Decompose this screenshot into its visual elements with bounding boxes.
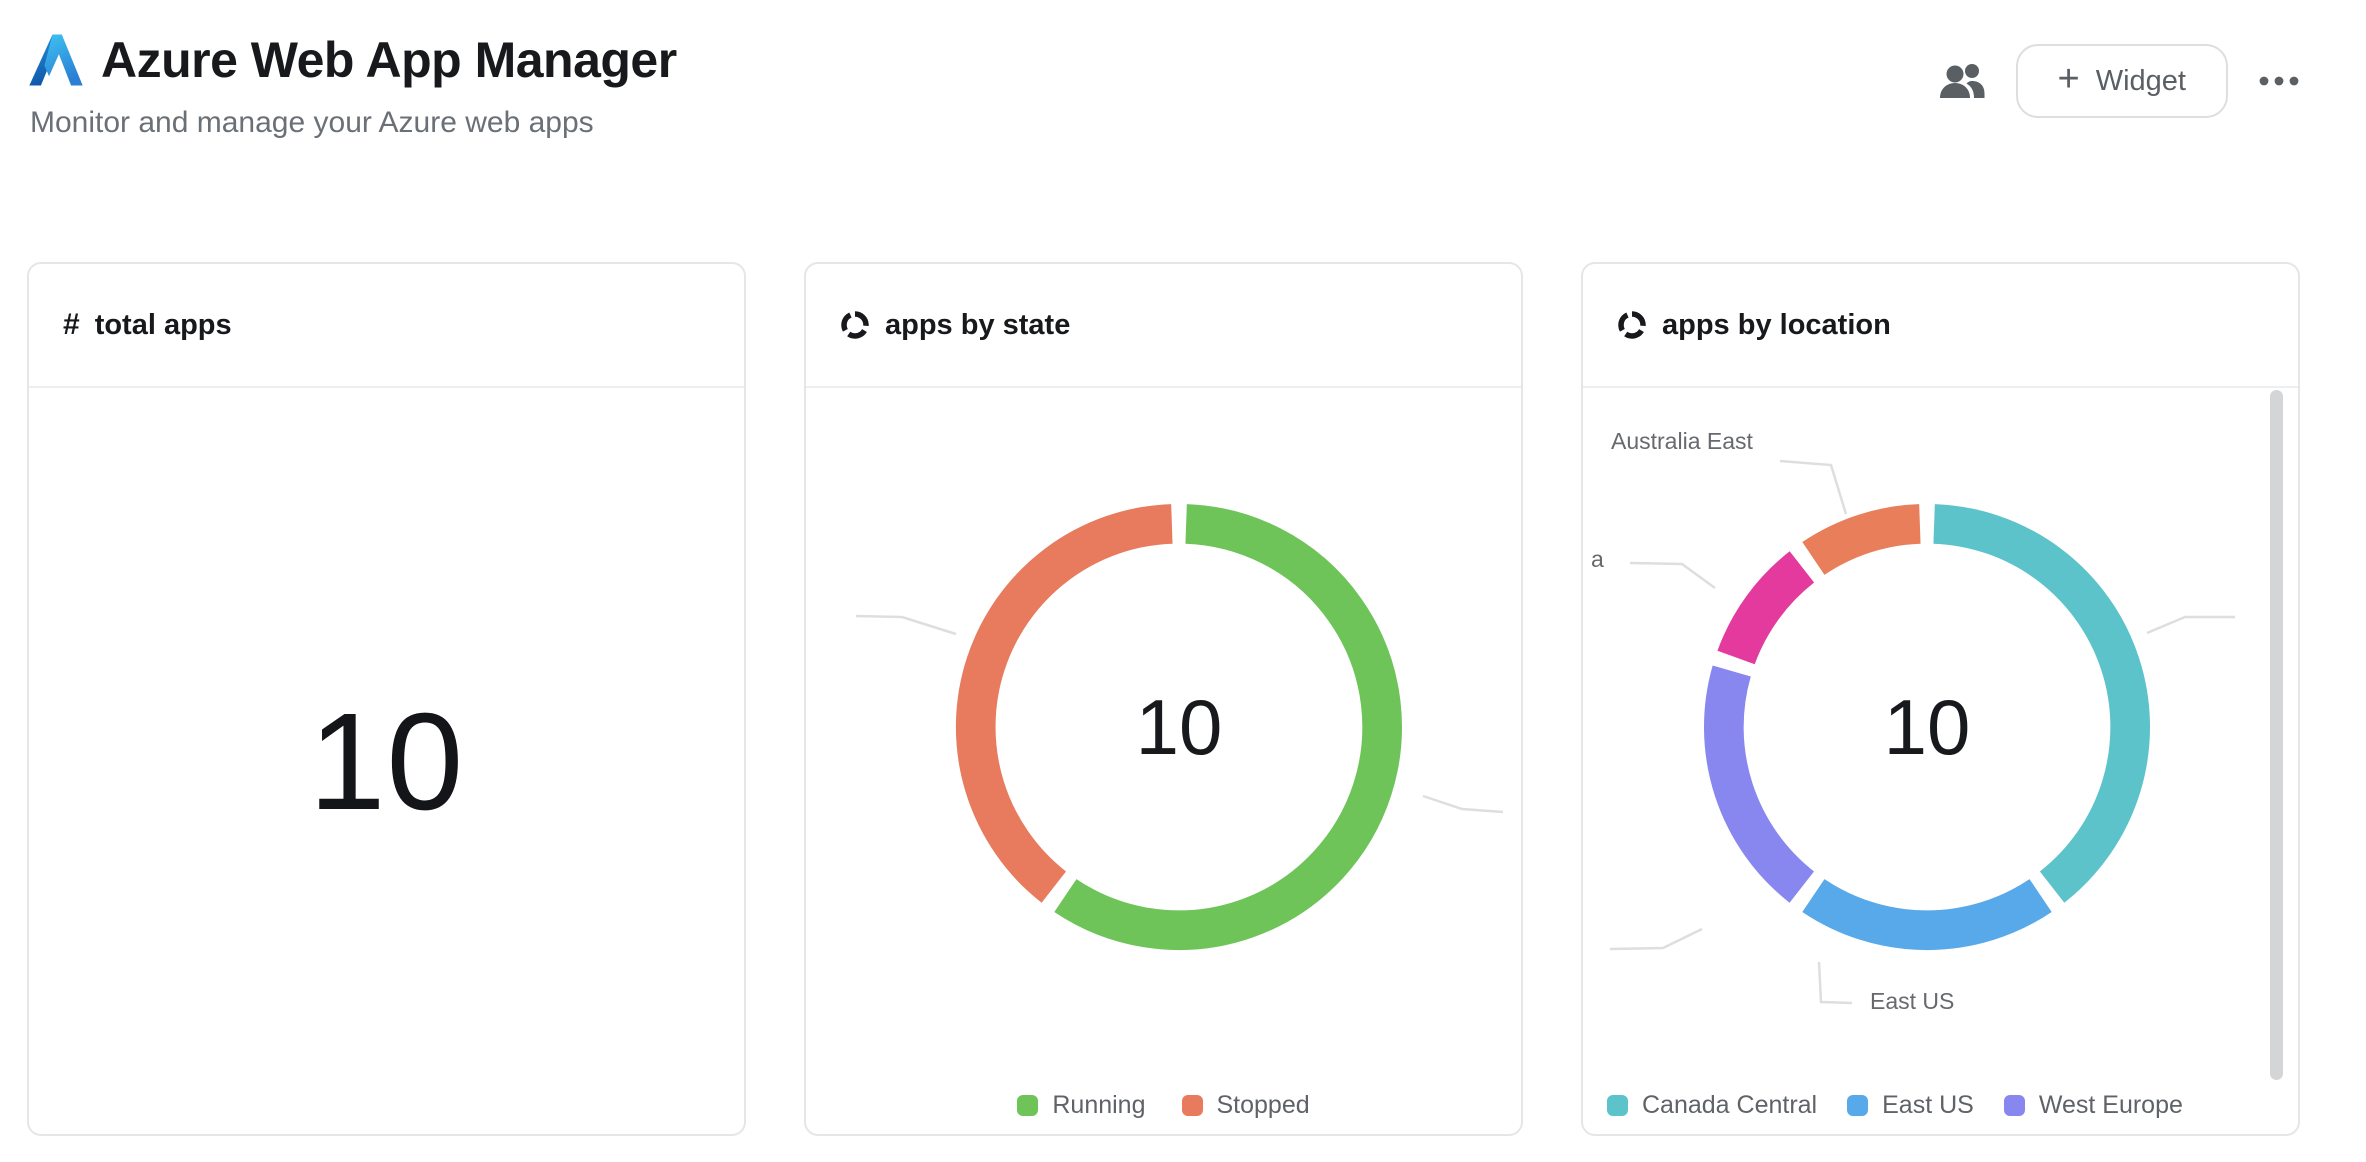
apps-by-state-center-value: 10 [1135, 683, 1223, 771]
legend-swatch [1181, 1095, 1203, 1116]
card-title: apps by state [885, 308, 1071, 341]
hash-icon: # [63, 308, 80, 341]
donut-segment-canada-central[interactable] [1933, 504, 2150, 903]
legend-item-west-europe[interactable]: West Europe [2003, 1091, 2183, 1120]
apps-by-state-legend: Running Stopped [806, 1091, 1521, 1120]
legend-item-east-us[interactable]: East US [1847, 1091, 1974, 1120]
donut-segment-australia-east[interactable] [1802, 504, 1922, 576]
legend-label: Canada Central [1642, 1091, 1818, 1119]
card-total-apps-header: # total apps [29, 264, 744, 388]
card-apps-by-location-header: apps by location [1583, 264, 2298, 388]
legend-item-canada-central[interactable]: Canada Central [1607, 1091, 1817, 1120]
apps-by-location-donut [1704, 504, 2150, 950]
card-apps-by-state: apps by state 10 Running [804, 262, 1523, 1136]
card-apps-by-state-header: apps by state [806, 264, 1521, 388]
azure-logo-icon [29, 34, 83, 86]
callout-label-east-us: East US [1870, 988, 1955, 1014]
legend-swatch [2003, 1095, 2025, 1116]
legend-item-stopped[interactable]: Stopped [1181, 1091, 1310, 1120]
legend-label: Running [1052, 1091, 1146, 1119]
apps-by-location-center-value: 10 [1883, 683, 1971, 771]
header-actions: + Widget [1938, 44, 2300, 118]
callout-label-australia-east: Australia East [1611, 428, 1753, 454]
page-subtitle: Monitor and manage your Azure web apps [30, 106, 594, 139]
donut-segment-running[interactable] [1054, 504, 1402, 950]
add-widget-label: Widget [2095, 64, 2186, 97]
legend-item-running[interactable]: Running [1017, 1091, 1146, 1120]
card-apps-by-location: apps by location Australia East a East U… [1581, 262, 2300, 1136]
card-total-apps-body: 10 [29, 388, 744, 1136]
apps-by-location-legend: Canada Central East US West Europe [1583, 1091, 2298, 1120]
add-widget-button[interactable]: + Widget [2015, 44, 2228, 118]
card-total-apps: # total apps 10 [27, 262, 746, 1136]
scrollbar-thumb[interactable] [2270, 390, 2283, 1080]
donut-chart-icon [841, 311, 869, 339]
card-apps-by-state-body: 10 Running Stopped [806, 388, 1521, 1136]
card-title: total apps [94, 308, 232, 341]
legend-swatch [1607, 1095, 1628, 1116]
page-title: Azure Web App Manager [101, 32, 677, 88]
legend-swatch [1017, 1095, 1039, 1116]
card-apps-by-location-body: Australia East a East US 10 Canada Centr… [1583, 388, 2298, 1136]
legend-label: West Europe [2038, 1091, 2183, 1119]
donut-segment-clipped-label[interactable] [1717, 551, 1815, 665]
cards-row: # total apps 10 apps by state [27, 262, 2300, 1136]
more-options-icon[interactable] [2258, 75, 2300, 87]
donut-segment-stopped[interactable] [955, 504, 1173, 903]
plus-icon: + [2057, 58, 2080, 100]
apps-by-state-donut [955, 504, 1402, 950]
donut-chart-icon [1618, 311, 1646, 339]
people-icon[interactable] [1938, 62, 1986, 100]
legend-swatch [1847, 1095, 1869, 1116]
card-title: apps by location [1662, 308, 1891, 341]
legend-label: East US [1882, 1091, 1974, 1119]
legend-label: Stopped [1216, 1091, 1310, 1119]
app-header: Azure Web App Manager Monitor and manage… [27, 30, 677, 140]
donut-segment-east-us[interactable] [1802, 878, 2052, 950]
total-apps-value: 10 [308, 684, 465, 839]
donut-segment-west-europe[interactable] [1704, 665, 1815, 903]
clipped-callout-label: a [1591, 546, 1604, 572]
